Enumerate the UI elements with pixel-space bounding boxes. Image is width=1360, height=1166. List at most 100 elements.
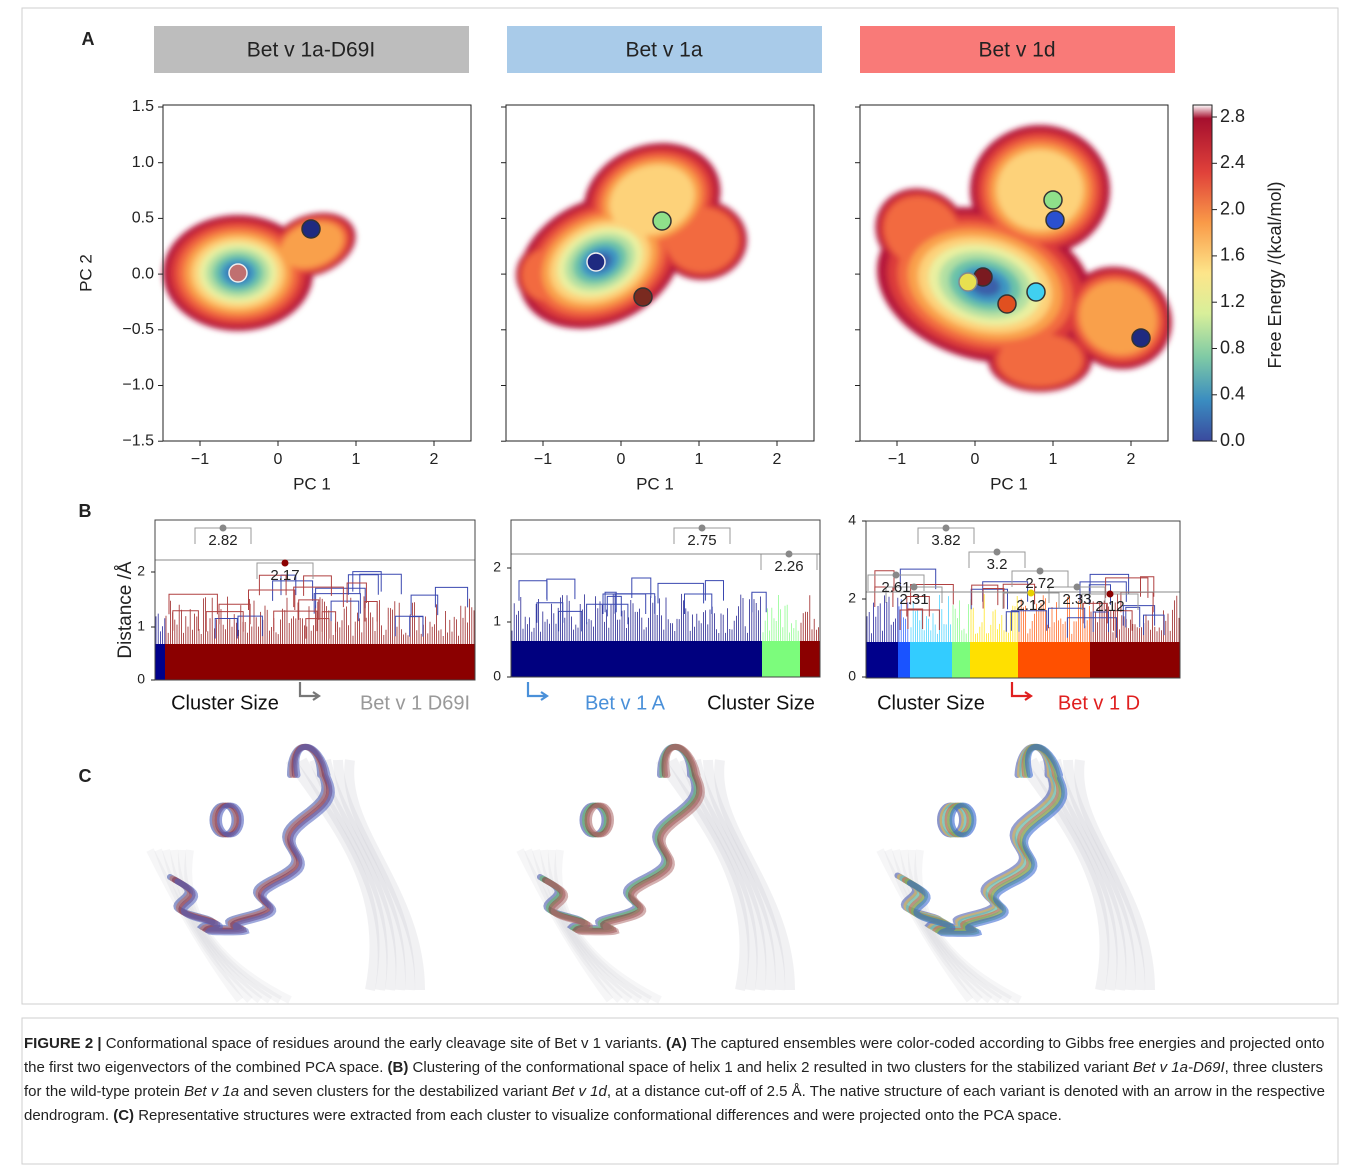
dendrogram-node: [1037, 568, 1044, 575]
cluster-leaves: [1018, 642, 1090, 678]
dendrogram-branches: [953, 600, 968, 642]
colorbar-tick-label: 2.4: [1220, 152, 1245, 172]
cluster-leaves: [800, 641, 820, 677]
dendrogram-label: Bet v 1 D69I: [360, 692, 470, 714]
y-tick-label: −1.0: [122, 377, 154, 394]
caption-variant: Bet v 1a: [184, 1083, 239, 1100]
native-arrow: [300, 682, 319, 700]
dendrogram-links: [519, 578, 766, 631]
dendrogram-node: [893, 572, 900, 579]
caption-label: FIGURE 2 |: [24, 1035, 102, 1052]
cluster-leaves: [762, 641, 800, 677]
energy-level: [998, 334, 1082, 386]
dendrogram-node: [699, 525, 706, 532]
y-tick-label: 2: [848, 590, 856, 606]
caption-text: Clustering of the conformational space o…: [408, 1059, 1133, 1076]
node-distance: 2.72: [1025, 575, 1054, 592]
caption-text: and seven clusters for the destabilized …: [239, 1083, 552, 1100]
caption-variant: Bet v 1d: [552, 1083, 607, 1100]
dendrogram-node: [943, 525, 950, 532]
cluster-marker: [998, 295, 1016, 313]
node-distance: 3.82: [931, 532, 960, 549]
node-distance: 2.12: [1095, 598, 1124, 615]
structure-ensemble: [150, 747, 420, 1000]
colorbar-tick-label: 1.2: [1220, 291, 1245, 311]
x-tick-label: 1: [1049, 451, 1058, 468]
cluster-leaves: [898, 642, 910, 678]
x-tick-label: 1: [352, 451, 361, 468]
caption-panel-ref: (C): [113, 1107, 134, 1124]
dendrogram-label: Bet v 1 A: [585, 692, 666, 714]
free-energy-map: [859, 125, 1190, 392]
node-distance: 2.33: [1062, 591, 1091, 608]
cluster-leaves: [165, 644, 475, 680]
dendrogram-label: Cluster Size: [171, 692, 279, 714]
x-tick-label: 2: [430, 451, 439, 468]
x-tick-label: −1: [534, 451, 552, 468]
node-distance: 2.31: [899, 591, 928, 608]
free-energy-map: [163, 201, 365, 331]
y-tick-label: −0.5: [122, 321, 154, 338]
panel-title: Bet v 1d: [978, 39, 1055, 62]
colorbar: [1193, 105, 1212, 441]
cluster-leaves: [155, 644, 165, 680]
colorbar-tick-label: 0.0: [1220, 430, 1245, 450]
node-distance: 2.26: [774, 558, 803, 575]
native-arrow: [1012, 682, 1031, 700]
dendrogram-label: Cluster Size: [707, 692, 815, 714]
y-tick-label: 1.0: [132, 154, 154, 171]
cluster-leaves: [1090, 642, 1180, 678]
structure-ensemble: [880, 747, 1150, 1000]
cluster-marker: [1027, 283, 1045, 301]
colorbar-tick-label: 0.4: [1220, 384, 1245, 404]
cluster-leaves: [866, 642, 898, 678]
dendrogram-node: [911, 584, 918, 591]
panel-label: A: [82, 29, 95, 49]
figure: ABCBet v 1a-D69I−10121.51.00.50.0−0.5−1.…: [0, 0, 1360, 1166]
y-tick-label: 2: [493, 559, 501, 575]
cluster-marker: [1132, 329, 1150, 347]
caption-panel-ref: (A): [666, 1035, 687, 1052]
caption-text: Representative structures were extracted…: [134, 1107, 1062, 1124]
page: ABCBet v 1a-D69I−10121.51.00.50.0−0.5−1.…: [0, 0, 1360, 1166]
dendrogram-node: [1074, 584, 1081, 591]
dendrogram-node: [282, 560, 289, 567]
y-tick-label: 0.5: [132, 210, 154, 227]
node-distance: 2.12: [1016, 597, 1045, 614]
dendrogram-label: Bet v 1 D: [1058, 692, 1140, 714]
colorbar-tick-label: 2.8: [1220, 106, 1245, 126]
dendrogram-branches: [763, 595, 798, 641]
energy-level: [997, 150, 1084, 230]
cluster-marker: [229, 264, 247, 282]
cluster-marker: [634, 288, 652, 306]
y-tick-label: 0.0: [132, 265, 154, 282]
panel-label: C: [79, 766, 92, 786]
y-tick-label: 1: [493, 613, 501, 629]
panel-title: Bet v 1a-D69I: [247, 39, 375, 62]
colorbar-tick-label: 0.8: [1220, 337, 1245, 357]
dendrogram-branches: [156, 614, 165, 644]
x-axis-label: PC 1: [990, 474, 1028, 493]
y-tick-label: 1: [137, 618, 145, 634]
y-tick-label: 1.5: [132, 98, 154, 115]
x-tick-label: 0: [617, 451, 626, 468]
dendrogram-branches: [801, 595, 819, 641]
caption: FIGURE 2 | Conformational space of resid…: [24, 1032, 1334, 1128]
x-axis-label: PC 1: [636, 474, 674, 493]
colorbar-tick-label: 1.6: [1220, 245, 1245, 265]
panel-title: Bet v 1a: [625, 39, 702, 62]
dendrogram-label: Cluster Size: [877, 692, 985, 714]
node-distance: 2.82: [208, 532, 237, 549]
cluster-marker: [653, 212, 671, 230]
x-tick-label: 2: [1127, 451, 1136, 468]
cluster-marker: [1046, 211, 1064, 229]
dendrogram-branches: [166, 596, 474, 644]
dendrogram-node: [994, 549, 1001, 556]
cluster-leaves: [511, 641, 762, 677]
dendrogram-node: [786, 551, 793, 558]
x-tick-label: −1: [888, 451, 906, 468]
dendrogram-node: [1107, 591, 1114, 598]
dendrogram-node: [220, 525, 227, 532]
x-tick-label: 0: [971, 451, 980, 468]
caption-variant: Bet v 1a-D69I: [1133, 1059, 1225, 1076]
